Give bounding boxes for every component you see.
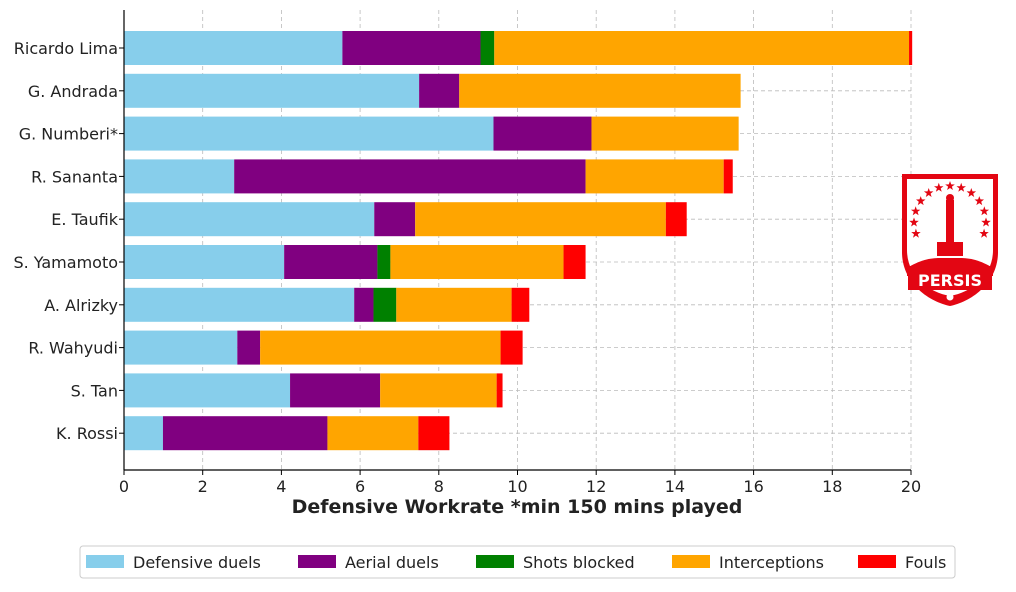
- x-tick-label: 8: [434, 477, 444, 496]
- bar-segment: [494, 31, 910, 65]
- x-ticks: 0 2 4 6 8 10 12 14 16 18 20: [119, 470, 921, 496]
- bar-segment: [124, 373, 291, 408]
- legend-label: Defensive duels: [133, 553, 261, 572]
- x-tick-label: 4: [276, 477, 286, 496]
- bar-segment: [260, 330, 501, 365]
- star-icon: [974, 196, 984, 206]
- star-icon: [909, 217, 919, 227]
- bar-segment: [124, 159, 235, 194]
- bar-segment: [585, 159, 724, 194]
- bar-segment: [377, 245, 391, 279]
- x-tick-label: 2: [198, 477, 208, 496]
- legend-label: Aerial duels: [345, 553, 439, 572]
- bar-segment: [396, 287, 512, 322]
- star-icon: [966, 188, 977, 197]
- x-tick-label: 20: [901, 477, 921, 496]
- bar-segment: [124, 330, 238, 365]
- star-icon: [945, 181, 955, 190]
- bar-segment: [500, 330, 523, 365]
- y-tick-label: S. Yamamoto: [13, 253, 118, 272]
- bar-segment: [124, 245, 285, 279]
- bar-segment: [124, 73, 420, 108]
- legend-swatch: [672, 555, 710, 568]
- bars: [124, 31, 913, 451]
- persis-logo: PERSIS: [902, 174, 998, 306]
- legend-swatch: [298, 555, 336, 568]
- star-icon: [910, 206, 921, 216]
- x-tick-label: 12: [586, 477, 606, 496]
- bar-segment: [418, 416, 450, 451]
- bar-segment: [511, 287, 530, 322]
- y-tick-label: R. Wahyudi: [28, 339, 118, 358]
- legend-label: Interceptions: [719, 553, 824, 572]
- legend-swatch: [858, 555, 896, 568]
- bar-segment: [327, 416, 419, 451]
- legend-label: Fouls: [905, 553, 946, 572]
- bar-segment: [373, 287, 397, 322]
- bar-segment: [591, 116, 739, 151]
- bar-segment: [234, 159, 586, 194]
- y-tick-label: G. Andrada: [28, 82, 118, 101]
- bar-segment: [390, 245, 564, 279]
- star-icon: [916, 196, 926, 206]
- bar-segment: [124, 287, 355, 322]
- bar-segment: [415, 202, 666, 237]
- bar-segment: [665, 202, 687, 237]
- star-icon: [979, 206, 990, 216]
- x-tick-label: 0: [119, 477, 129, 496]
- bar-segment: [723, 159, 733, 194]
- star-icon: [923, 188, 934, 197]
- y-tick-label: G. Numberi*: [19, 125, 118, 144]
- y-tick-label: A. Alrizky: [44, 296, 118, 315]
- bar-segment: [419, 73, 460, 108]
- star-icon: [979, 228, 989, 238]
- x-tick-label: 6: [355, 477, 365, 496]
- bar-segment: [124, 202, 375, 237]
- y-tick-label: K. Rossi: [56, 424, 118, 443]
- x-tick-label: 16: [743, 477, 763, 496]
- y-tick-label: S. Tan: [71, 381, 118, 400]
- bar-segment: [374, 202, 416, 237]
- x-tick-label: 18: [822, 477, 842, 496]
- bar-segment: [162, 416, 328, 451]
- y-ticks: Ricardo Lima G. Andrada G. Numberi* R. Sana…: [13, 39, 124, 443]
- x-axis-label: Defensive Workrate *min 150 mins played: [292, 496, 743, 518]
- bar-segment: [459, 73, 741, 108]
- logo-text: PERSIS: [918, 271, 982, 290]
- y-tick-label: Ricardo Lima: [14, 39, 118, 58]
- y-tick-label: R. Sananta: [31, 167, 118, 186]
- legend-swatch: [86, 555, 124, 568]
- star-icon: [956, 182, 966, 192]
- star-icon: [981, 217, 991, 227]
- bar-segment: [909, 31, 913, 65]
- legend-label: Shots blocked: [523, 553, 635, 572]
- bar-segment: [496, 373, 503, 408]
- bar-segment: [124, 31, 343, 65]
- y-tick-label: E. Taufik: [51, 210, 118, 229]
- bar-segment: [563, 245, 586, 279]
- x-tick-label: 14: [665, 477, 685, 496]
- bar-segment: [480, 31, 495, 65]
- legend-swatch: [476, 555, 514, 568]
- legend: Defensive duels Aerial duels Shots blocked…: [79, 545, 956, 579]
- bar-segment: [284, 245, 378, 279]
- bar-segment: [290, 373, 381, 408]
- star-icon: [934, 182, 944, 192]
- bar-segment: [124, 416, 163, 451]
- bar-segment: [354, 287, 374, 322]
- star-icon: [911, 228, 921, 238]
- bar-segment: [124, 116, 494, 151]
- bar-segment: [493, 116, 592, 151]
- bar-segment: [342, 31, 481, 65]
- x-tick-label: 10: [507, 477, 527, 496]
- bar-segment: [380, 373, 497, 408]
- bar-segment: [237, 330, 261, 365]
